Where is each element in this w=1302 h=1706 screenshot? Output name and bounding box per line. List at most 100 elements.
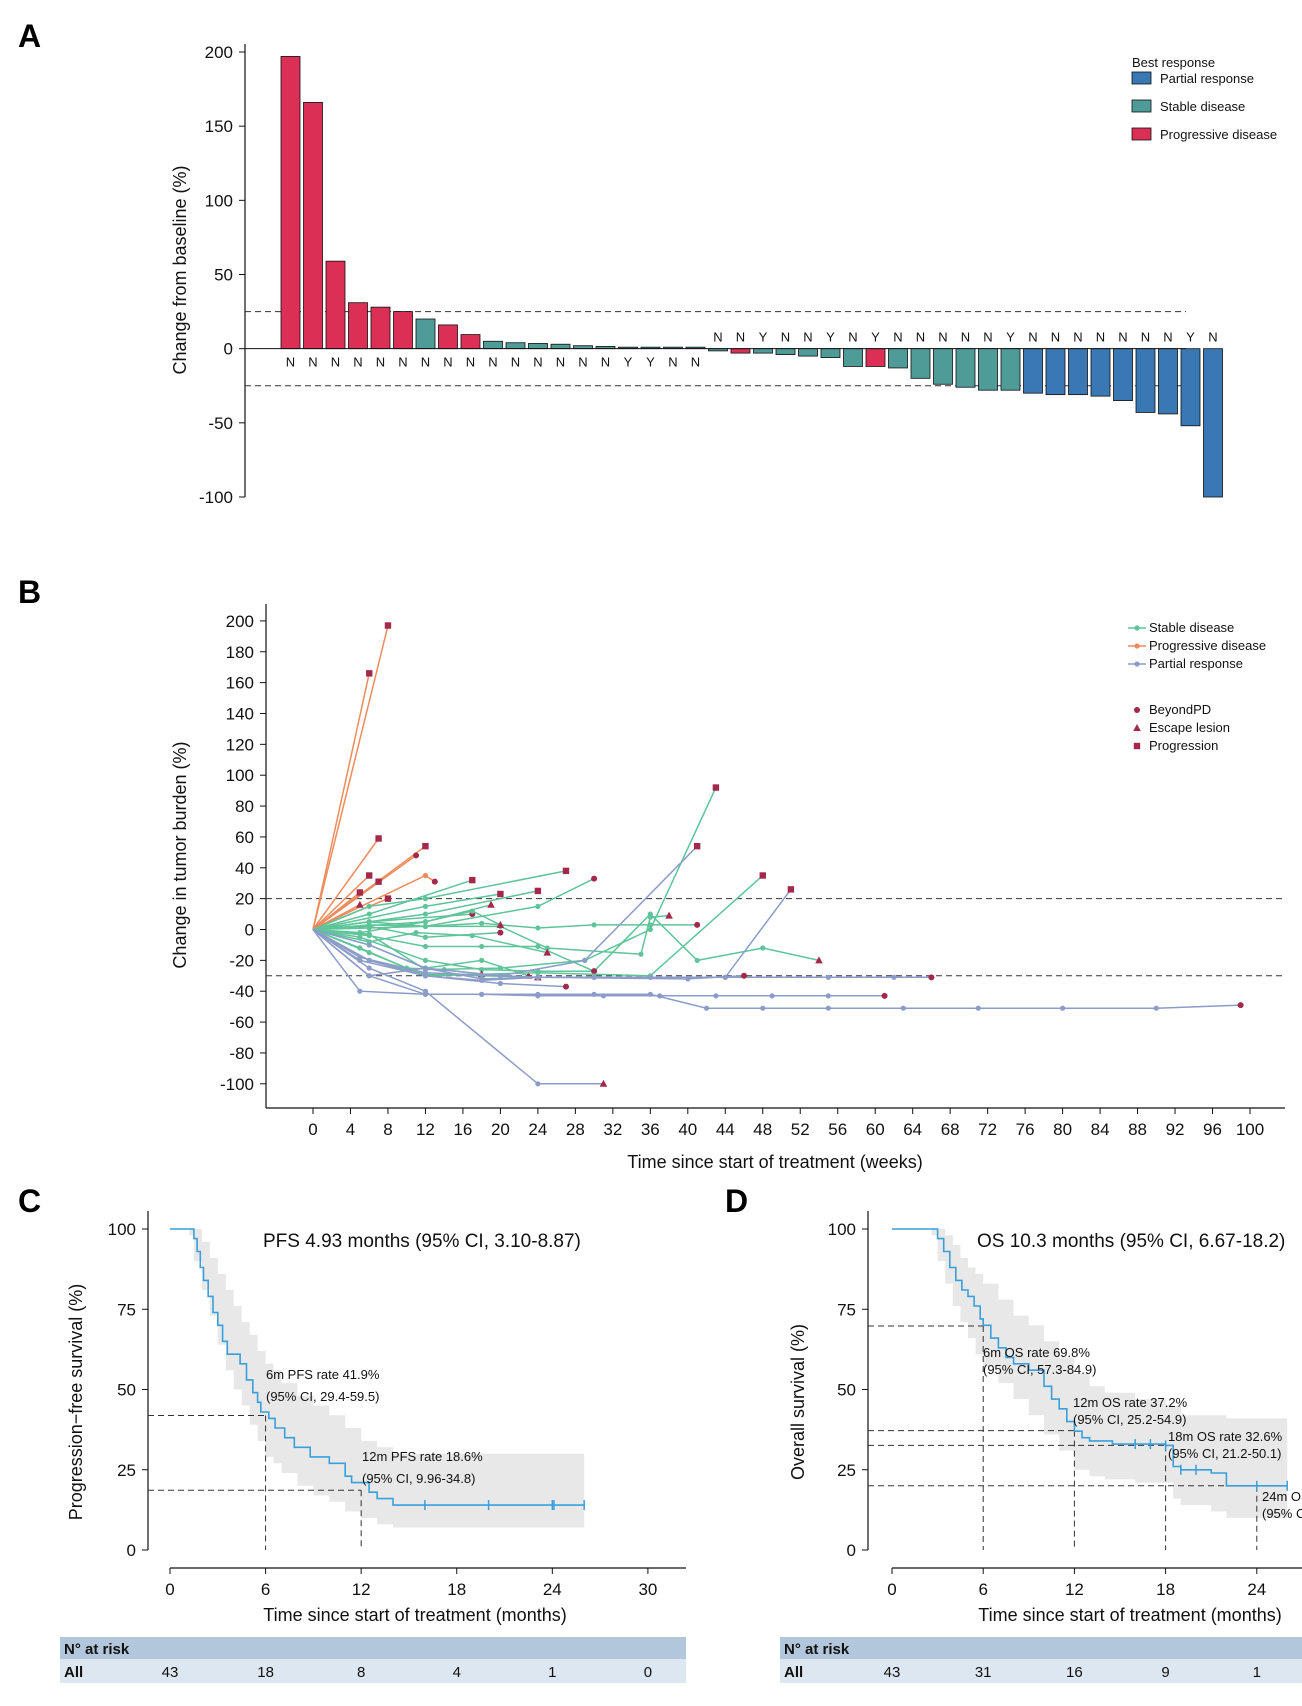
spider-point [422,903,429,909]
spider-xtick-label: 4 [346,1120,355,1139]
spider-ytick-label: -100 [220,1075,254,1094]
spider-xtick-label: 64 [903,1120,922,1139]
spider-point [357,934,363,940]
os-xtick-label: 12 [1065,1580,1084,1599]
spider-end-beyondpd [591,875,598,882]
waterfall-bar [820,348,841,358]
os-risk-header-bg [780,1637,1302,1659]
pfs-ytick-label: 25 [117,1461,136,1480]
waterfall-flag-label: N [691,355,700,370]
waterfall-bar [483,340,503,350]
spider-legend-label: Progression [1149,738,1218,753]
spider-end-escape [543,948,552,956]
waterfall-legend-label: Progressive disease [1160,127,1277,142]
spider-point [535,903,541,909]
pfs-risk-value: 0 [644,1664,652,1681]
spider-xtick-label: 100 [1236,1120,1264,1139]
spider-ytick-label: 0 [245,921,254,940]
waterfall-flag-label: N [1118,330,1127,345]
waterfall-flag-label: N [331,355,340,370]
spider-ytick-label: 20 [235,890,254,909]
spider-xlabel: Time since start of treatment (weeks) [627,1152,922,1172]
waterfall-flag-label: N [533,355,542,370]
spider-xtick-label: 12 [416,1120,435,1139]
spider-ytick-label: 160 [226,674,254,693]
os-xtick-label: 0 [887,1580,896,1599]
spider-ylabel: Change in tumor burden (%) [170,741,190,968]
waterfall-flag-label: N [286,355,295,370]
os-risk-value: 9 [1161,1664,1169,1681]
spider-xtick-label: 44 [716,1120,735,1139]
pfs-risk-row-bg [60,1659,686,1683]
waterfall-bar [415,318,436,350]
spider-ytick-label: 60 [235,828,254,847]
spider-end-escape [815,956,823,964]
waterfall-flag-label: N [713,330,722,345]
spider-point [497,980,503,987]
waterfall-flag-label: N [398,355,407,370]
spider-end-escape [599,1079,608,1087]
spider-xtick-label: 20 [491,1120,510,1139]
os-risk-row-label: All [784,1664,803,1681]
waterfall-flag-label: N [1051,330,1060,345]
spider-series-line [312,922,698,931]
spider-point [497,965,503,971]
pfs-risk-value: 8 [357,1664,365,1681]
spider-point [422,943,429,950]
spider-point [647,991,653,997]
waterfall-flag-label: Y [759,330,768,345]
os-risk-value: 1 [1253,1664,1261,1681]
spider-point [1060,1005,1066,1011]
spider-point [535,1081,541,1087]
spider-chart: Change in tumor burden (%) Time since st… [170,604,1285,1172]
waterfall-bar [1090,348,1111,397]
spider-end-beyondpd [694,921,701,928]
spider-point [479,920,485,926]
spider-point [535,974,541,980]
spider-legend-label: Escape lesion [1149,720,1230,735]
waterfall-flag-label: N [916,330,925,345]
spider-xtick-label: 32 [603,1120,622,1139]
os-annotation-text: (95% CI, 25.2-54.9) [1073,1412,1186,1427]
spider-point [422,934,429,940]
waterfall-ytick-label: 100 [205,191,233,210]
pfs-risk-header: N° at risk [64,1641,130,1658]
spider-legend-marker [1133,724,1141,731]
pfs-xtick-label: 30 [638,1580,657,1599]
spider-point [366,973,372,979]
pfs-risk-header-bg [60,1637,686,1659]
spider-point [825,993,831,999]
pfs-risk-value: 18 [257,1664,274,1681]
waterfall-ytick-label: 50 [214,266,233,285]
os-chart: Overall survival (%) Time since start of… [780,1211,1302,1683]
spider-point [647,911,653,917]
pfs-xtick-label: 18 [447,1580,466,1599]
waterfall-flag-label: N [1208,330,1217,345]
waterfall-flag-label: N [376,355,385,370]
spider-ytick-label: 140 [226,704,254,723]
spider-point [685,976,691,982]
spider-point [479,957,485,963]
spider-point [422,965,429,971]
pfs-xtick-label: 24 [543,1580,562,1599]
pfs-ci-band [170,1229,585,1528]
os-ytick-label: 100 [828,1220,856,1239]
spider-ytick-label: 80 [235,797,254,816]
spider-end-beyondpd [928,974,935,981]
spider-end-progression [534,887,542,895]
spider-end-progression [422,842,429,850]
spider-xtick-label: 72 [978,1120,997,1139]
waterfall-flag-label: N [443,355,452,370]
waterfall-flag-label: N [556,355,565,370]
waterfall-flag-label: N [961,330,970,345]
spider-series-line [312,838,380,930]
spider-end-escape [496,920,505,928]
spider-legend-dot [1134,625,1140,631]
os-title: OS 10.3 months (95% CI, 6.67-18.2) [977,1231,1285,1252]
spider-point [479,943,485,950]
spider-point [366,931,372,937]
spider-ytick-label: 180 [226,643,254,662]
spider-point [891,974,897,980]
spider-xtick-label: 8 [383,1120,392,1139]
